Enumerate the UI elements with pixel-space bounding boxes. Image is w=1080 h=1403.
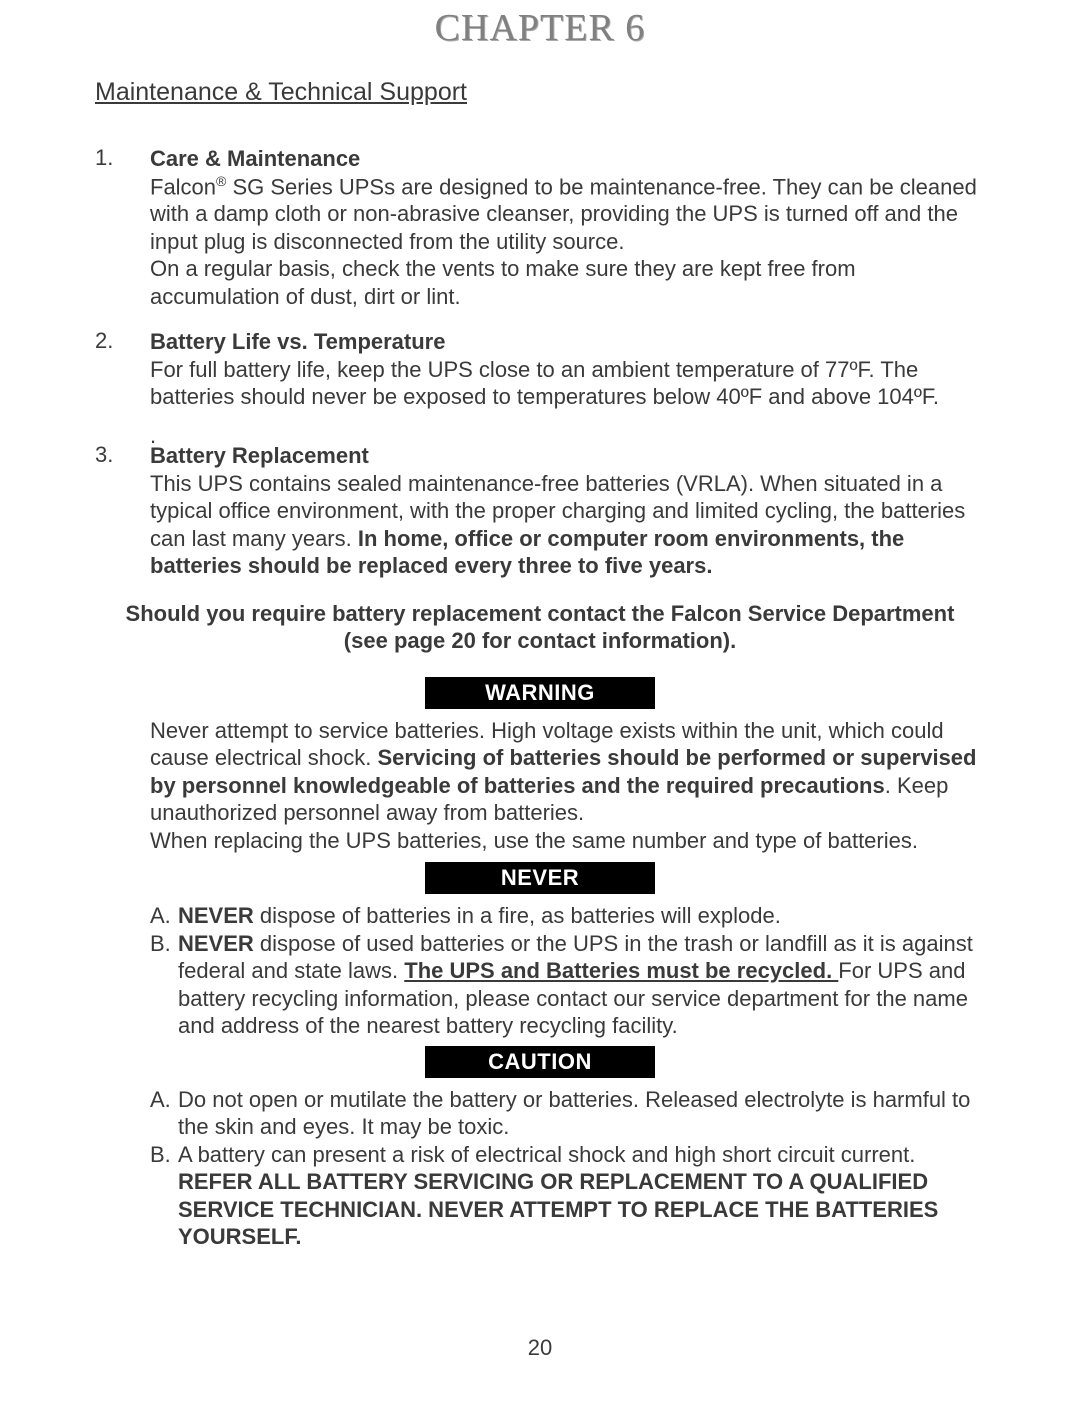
- item-body: Care & Maintenance Falcon® SG Series UPS…: [150, 145, 985, 310]
- item-number: 1.: [95, 145, 150, 310]
- list-item: 1. Care & Maintenance Falcon® SG Series …: [95, 145, 985, 310]
- caution-label: CAUTION: [425, 1046, 655, 1078]
- body-text: Falcon: [150, 174, 216, 199]
- item-letter: A.: [150, 1086, 178, 1141]
- page-content: CHAPTER 6 Maintenance & Technical Suppor…: [0, 6, 1080, 1251]
- letter-body: Do not open or mutilate the battery or b…: [178, 1086, 985, 1141]
- item-number: 2.: [95, 328, 150, 411]
- caution-item: A. Do not open or mutilate the battery o…: [150, 1086, 985, 1141]
- item-letter: B.: [150, 930, 178, 1040]
- caution-text: A battery can present a risk of electric…: [178, 1142, 915, 1167]
- chapter-title: CHAPTER 6: [95, 6, 985, 50]
- stray-dot: .: [150, 429, 985, 442]
- item-letter: B.: [150, 1141, 178, 1251]
- item-body: Battery Life vs. Temperature For full ba…: [150, 328, 985, 411]
- letter-body: NEVER dispose of batteries in a fire, as…: [178, 902, 985, 930]
- list-item: 3. Battery Replacement This UPS contains…: [95, 442, 985, 580]
- item-number: 3.: [95, 442, 150, 580]
- item-body: Battery Replacement This UPS contains se…: [150, 442, 985, 580]
- warning-label: WARNING: [425, 677, 655, 709]
- body-text: SG Series UPSs are designed to be mainte…: [150, 174, 977, 254]
- contact-note: Should you require battery replacement c…: [105, 600, 975, 655]
- item-heading: Battery Replacement: [150, 443, 369, 468]
- item-letter: A.: [150, 902, 178, 930]
- caution-caps: REFER ALL BATTERY SERVICING OR REPLACEME…: [178, 1169, 938, 1249]
- warning-text: Never attempt to service batteries. High…: [150, 717, 985, 855]
- caution-item: B. A battery can present a risk of elect…: [150, 1141, 985, 1251]
- never-rest: dispose of batteries in a fire, as batte…: [254, 903, 781, 928]
- registered-mark: ®: [216, 173, 226, 189]
- letter-body: A battery can present a risk of electric…: [178, 1141, 985, 1251]
- item-heading: Battery Life vs. Temperature: [150, 329, 445, 354]
- never-item: A. NEVER dispose of batteries in a fire,…: [150, 902, 985, 930]
- never-word: NEVER: [178, 931, 254, 956]
- recycle-note: The UPS and Batteries must be recycled.: [404, 958, 838, 983]
- section-title: Maintenance & Technical Support: [95, 78, 985, 107]
- list-item: 2. Battery Life vs. Temperature For full…: [95, 328, 985, 411]
- never-item: B. NEVER dispose of used batteries or th…: [150, 930, 985, 1040]
- never-word: NEVER: [178, 903, 254, 928]
- body-text: On a regular basis, check the vents to m…: [150, 255, 985, 310]
- letter-body: NEVER dispose of used batteries or the U…: [178, 930, 985, 1040]
- never-label: NEVER: [425, 862, 655, 894]
- item-heading: Care & Maintenance: [150, 146, 360, 171]
- page-number: 20: [0, 1335, 1080, 1361]
- warning-text-2: When replacing the UPS batteries, use th…: [150, 827, 985, 855]
- body-text: For full battery life, keep the UPS clos…: [150, 357, 939, 410]
